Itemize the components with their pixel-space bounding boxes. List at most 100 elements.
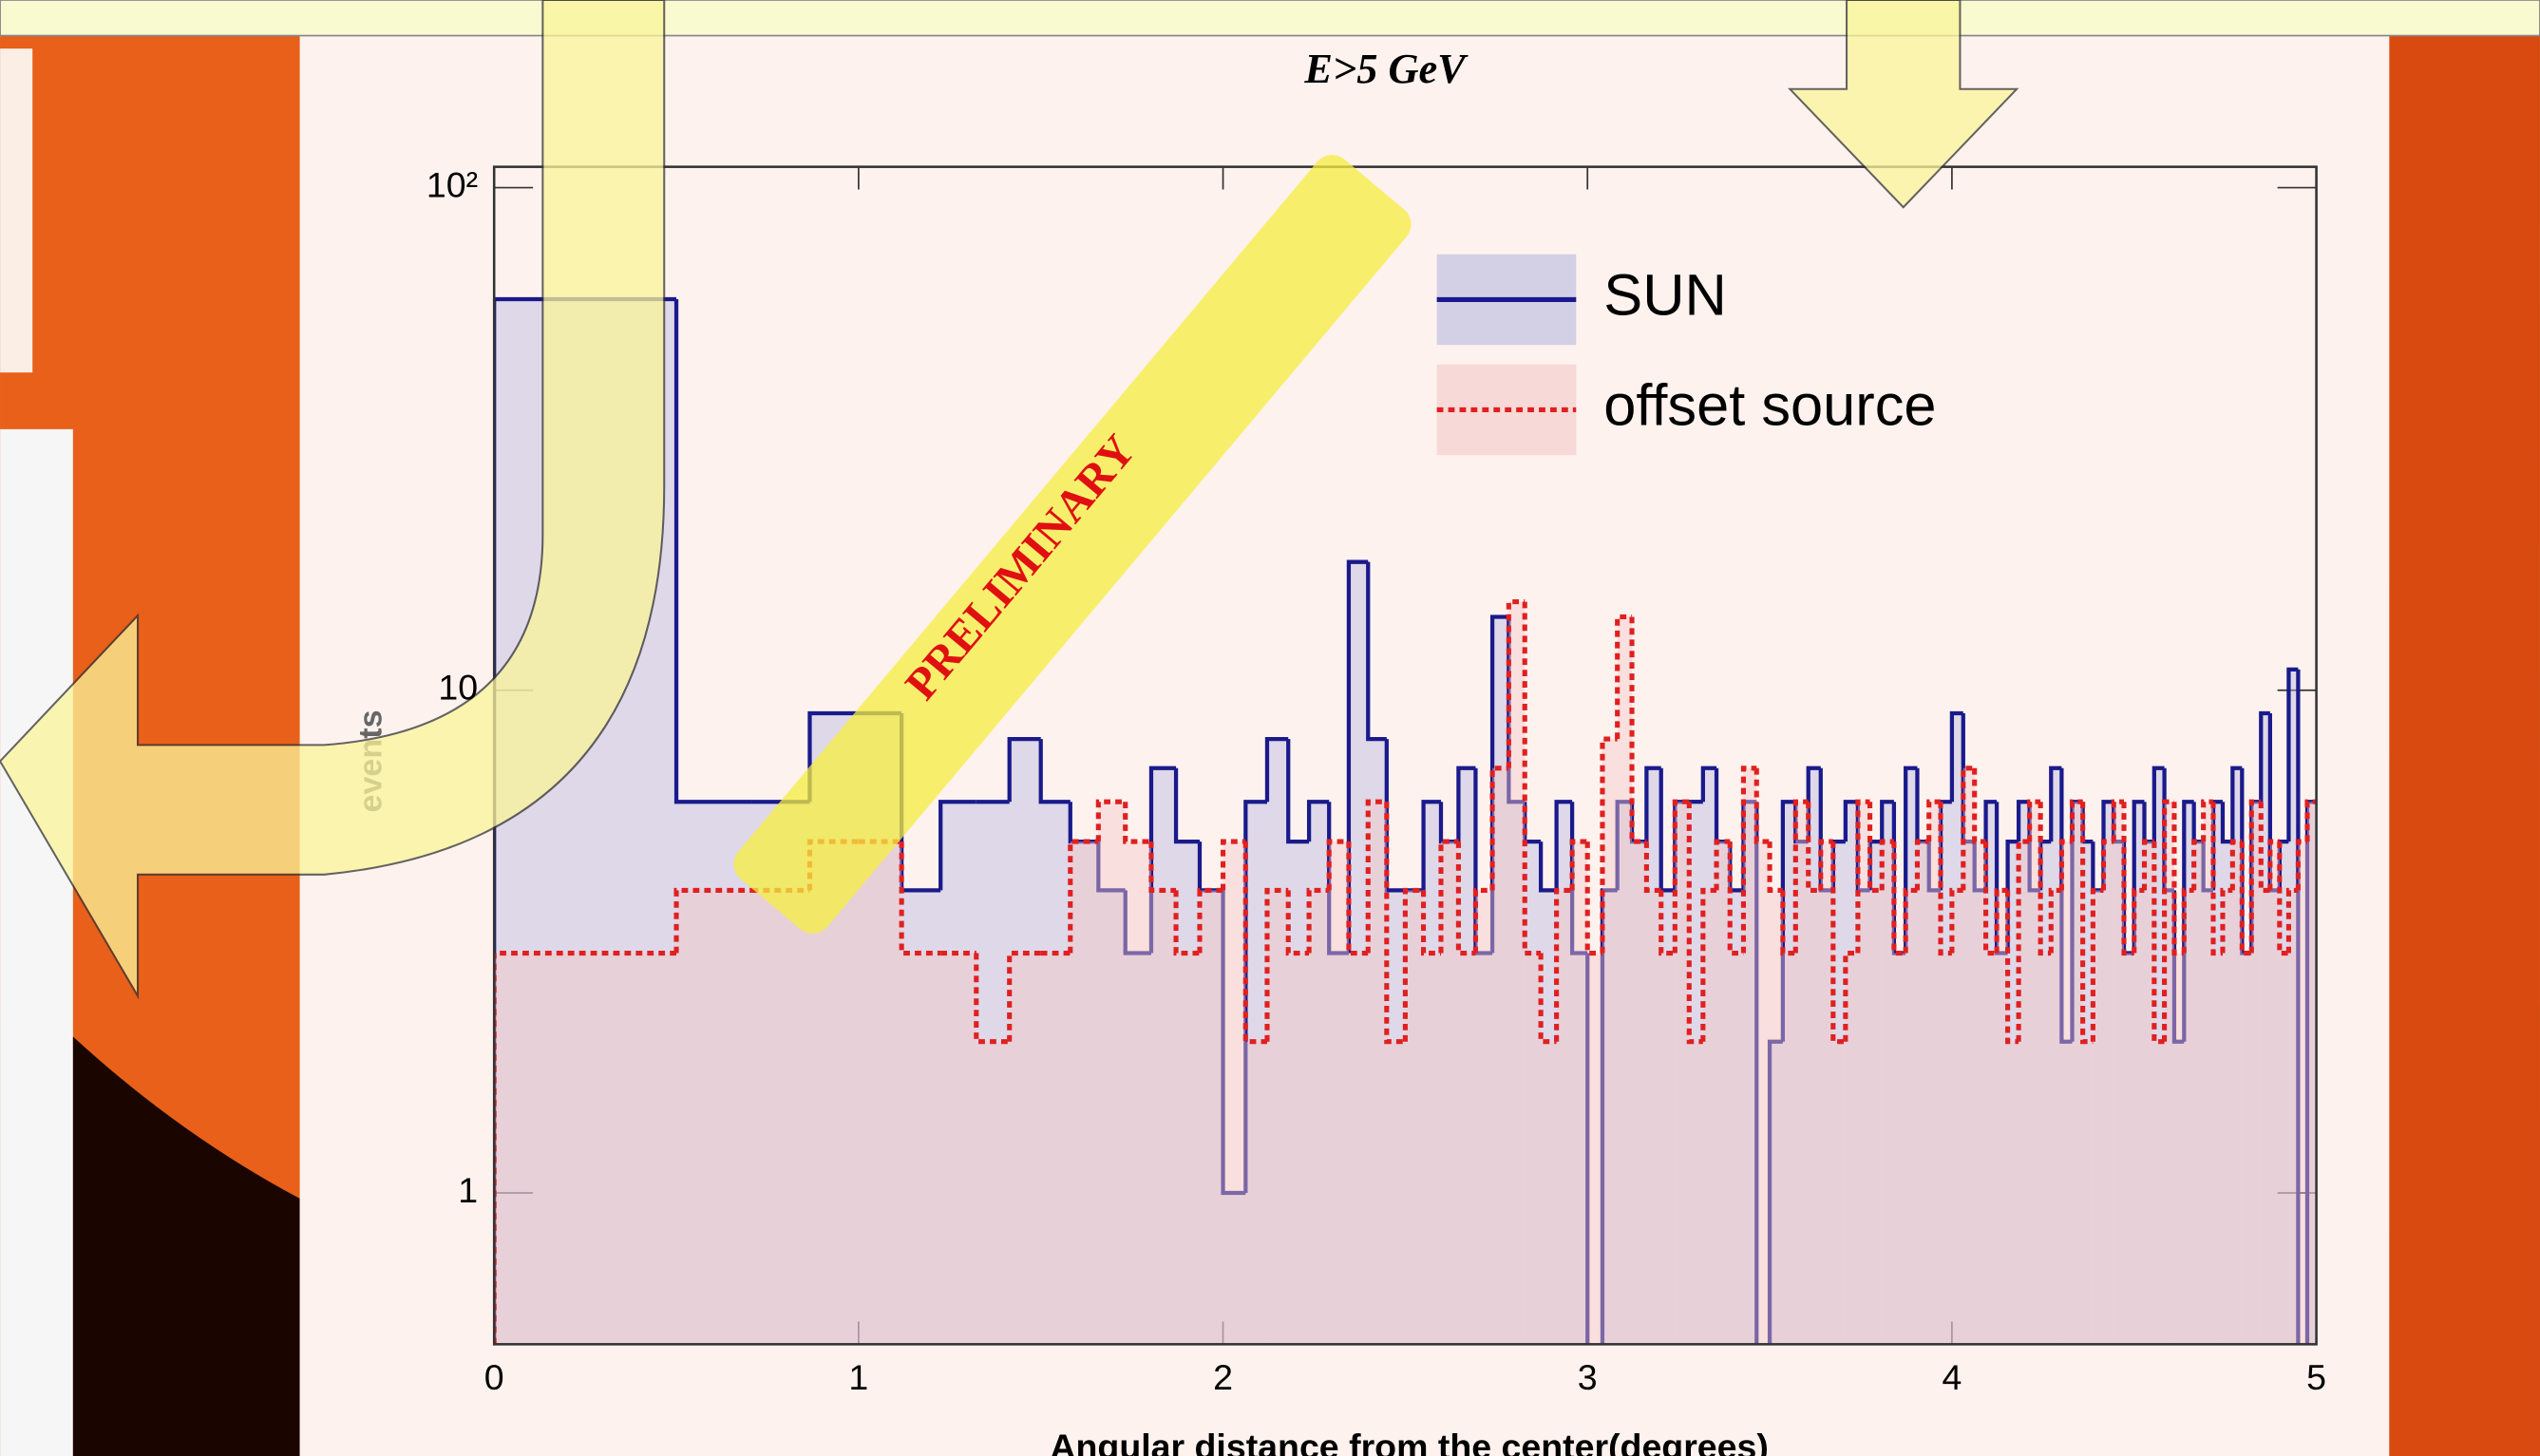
bar-step <box>2182 800 2194 1042</box>
bar-fill <box>1882 802 1894 1345</box>
bar-step <box>2286 667 2299 842</box>
bar-fill <box>1525 841 1542 1345</box>
bar-fill <box>1309 890 1330 1345</box>
bar-step <box>673 298 752 804</box>
bar-step <box>1938 802 1952 956</box>
bar-step <box>1983 800 1998 891</box>
bar-fill <box>2184 802 2194 1345</box>
bar-fill <box>1070 841 1099 1345</box>
bar-step <box>2277 841 2289 956</box>
bar-fill <box>1716 841 1731 1345</box>
right-panel <box>2389 0 2540 1456</box>
bar-fill <box>2212 802 2223 1345</box>
bar-step <box>1972 841 1986 893</box>
bar-step <box>1700 887 1717 1042</box>
bar-step <box>1095 799 1126 842</box>
bar-fill <box>1985 953 1998 1345</box>
bar-fill <box>1928 802 1942 1345</box>
bar-step <box>1830 841 1846 1045</box>
bar-step <box>2181 887 2194 954</box>
bar-fill <box>1857 890 1870 1345</box>
bar-fill <box>1730 890 1744 1345</box>
bar-step <box>2027 802 2041 893</box>
bar-fill <box>2288 669 2299 1345</box>
legend-label: offset source <box>1603 373 1936 439</box>
bar-step <box>2049 766 2062 842</box>
bar-step <box>1221 890 1246 1196</box>
bar-step <box>1286 739 1310 844</box>
bar-step <box>2239 841 2252 956</box>
bar-step <box>2296 669 2301 1345</box>
bar-step <box>1903 887 1918 954</box>
bar-step <box>2151 841 2165 1045</box>
bar-fill <box>1223 1193 1246 1345</box>
bar-fill <box>2298 841 2307 1345</box>
bar-fill <box>2306 802 2317 1345</box>
bar-fill <box>1675 802 1690 1345</box>
bar-fill <box>2072 802 2083 1345</box>
bar-step <box>1173 890 1200 956</box>
bar-step <box>1780 890 1796 956</box>
bar-fill <box>1632 841 1647 1345</box>
bar-step <box>1569 839 1588 891</box>
dark-region <box>72 1036 300 1456</box>
bar-fill <box>2203 802 2213 1345</box>
bar-fill <box>1223 841 1246 1345</box>
bar-fill <box>1660 953 1676 1345</box>
bar-step <box>2111 799 2124 842</box>
bar-fill <box>1756 841 1771 1345</box>
bar-fill <box>1423 802 1441 1345</box>
bar-fill <box>1348 561 1369 1345</box>
bar-fill <box>1795 802 1809 1345</box>
bar-fill <box>2123 953 2134 1345</box>
bar-step <box>2304 799 2317 842</box>
bar-fill <box>1556 890 1573 1345</box>
bar-fill <box>1882 841 1894 1345</box>
bar-fill <box>1541 1041 1557 1345</box>
bar-fill <box>2007 841 2019 1345</box>
bar-fill <box>1820 890 1833 1345</box>
bar-step <box>2267 839 2280 891</box>
bar-fill <box>1951 890 1963 1345</box>
bar-step <box>2162 799 2174 1042</box>
bar-step <box>2267 713 2280 893</box>
bar-step <box>1384 739 1406 893</box>
bar-fill <box>1782 802 1796 1345</box>
bar-fill <box>1869 890 1883 1345</box>
bar-fill <box>751 890 810 1345</box>
bar-fill <box>1617 802 1633 1345</box>
bar-fill <box>1009 953 1041 1345</box>
bar-fill <box>1974 841 1986 1345</box>
bar-fill <box>1245 802 1267 1345</box>
bar-step <box>1972 767 1986 844</box>
bar-fill <box>1508 601 1526 1345</box>
bar-step <box>938 800 976 891</box>
legend: SUN offset source <box>1436 254 1937 456</box>
bar-fill <box>976 802 1010 1345</box>
bar-fill <box>1675 802 1690 1345</box>
bar-step <box>1438 839 1459 954</box>
bar-step <box>1949 710 1963 803</box>
bar-fill <box>2029 890 2041 1345</box>
y-tick-label: 10² <box>426 164 478 204</box>
bar-fill <box>1176 953 1200 1345</box>
bar-fill <box>1602 739 1618 1345</box>
down-arrow <box>1787 0 2019 209</box>
bar-fill <box>1368 802 1387 1345</box>
bar-step <box>1421 800 1441 891</box>
bar-step <box>1891 841 1906 956</box>
bar-step <box>1365 799 1387 954</box>
x-tick-label: 3 <box>1578 1357 1598 1397</box>
bar-fill <box>1009 739 1041 1345</box>
bar-step <box>2201 841 2213 893</box>
bar-fill <box>858 841 902 1345</box>
bar-fill <box>1951 713 1963 1345</box>
bar-step <box>1818 839 1833 891</box>
bar-fill <box>2082 841 2094 1345</box>
bar-step <box>1600 736 1618 954</box>
bar-fill <box>1869 841 1883 1345</box>
bar-step <box>1554 800 1573 891</box>
decorations <box>0 0 2019 1000</box>
preliminary-band <box>733 155 1412 934</box>
bar-fill <box>2093 890 2104 1345</box>
